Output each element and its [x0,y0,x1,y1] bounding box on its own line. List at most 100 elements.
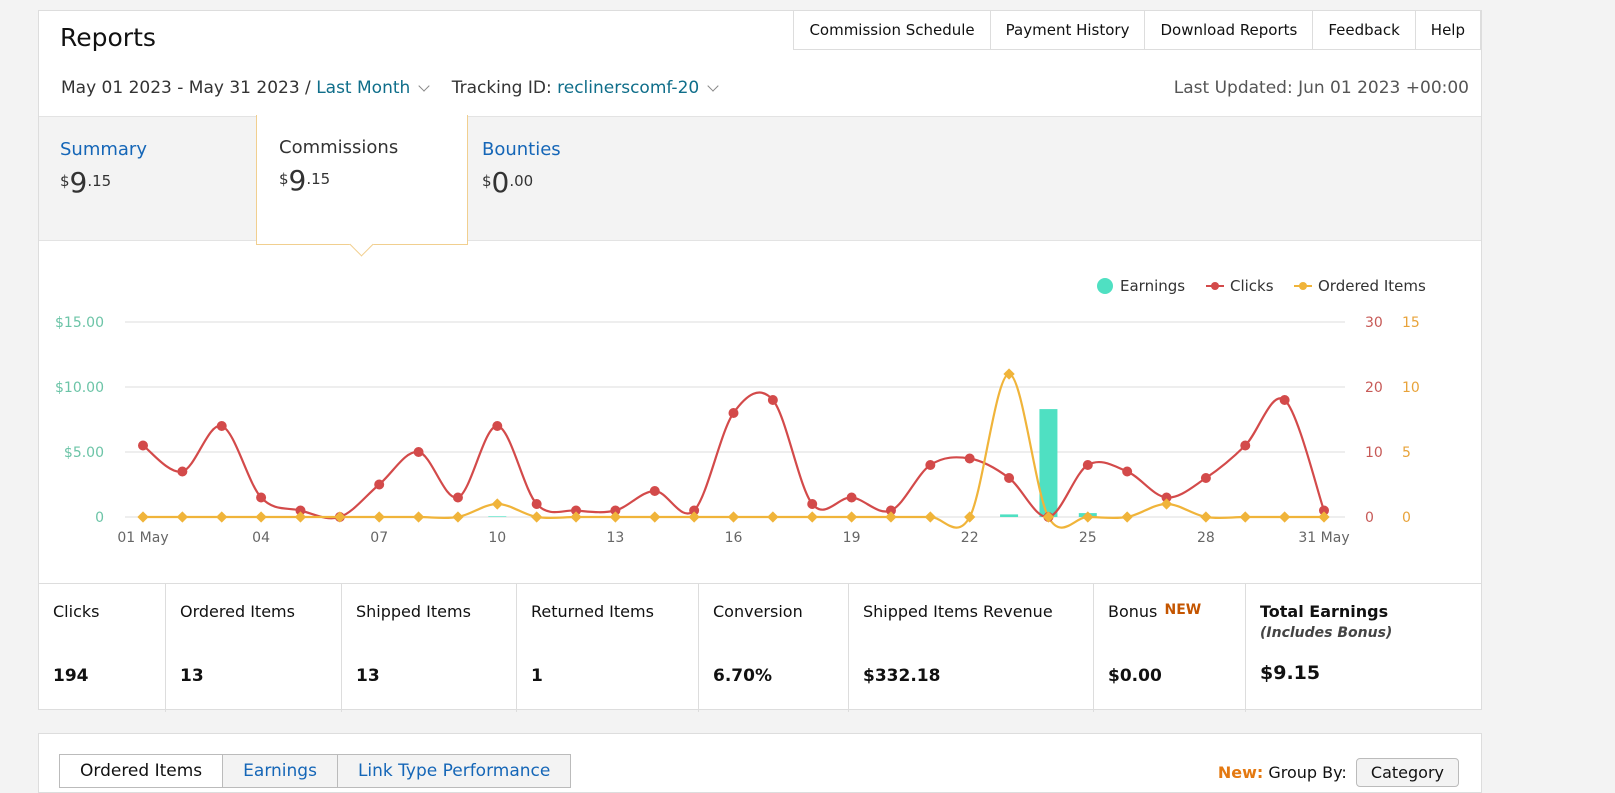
y-left-tick-label: $10.00 [55,380,104,396]
tab-commissions-label: Commissions [279,137,399,158]
tracking-label: Tracking ID: [451,78,552,98]
page-title: Reports [60,23,156,52]
ordered-items-point [255,511,267,523]
ordered-items-point [609,511,622,523]
y-right-items-tick-label: 15 [1402,315,1420,331]
details-tabs: Ordered Items Earnings Link Type Perform… [59,754,572,788]
last-updated: Last Updated: Jun 01 2023 +00:00 [1173,78,1469,98]
ordered-items-point [294,511,307,523]
ordered-items-point [845,511,858,523]
ordered-items-point [137,511,149,523]
x-tick-label: 19 [843,530,861,546]
x-tick-label: 01 May [117,530,168,546]
ordered-items-point [924,511,936,523]
tab-ordered-items[interactable]: Ordered Items [59,754,224,788]
ordered-items-point [649,511,661,523]
y-right-items-tick-label: 0 [1402,510,1411,526]
tab-commissions[interactable]: Commissions $9.15 [256,115,468,245]
ordered-items-point [1160,498,1173,510]
ordered-items-line [143,372,1324,529]
legend-label: Clicks [1230,277,1274,295]
clicks-point [925,460,936,470]
ordered-items-point [1239,511,1251,523]
nav-feedback[interactable]: Feedback [1312,11,1416,50]
y-right-clicks-tick-label: 20 [1365,380,1383,396]
stat-ordered-items: Ordered Items 13 [166,584,342,712]
tab-bounties-label: Bounties [482,139,561,160]
legend-label: Ordered Items [1318,277,1426,295]
stat-returned-items: Returned Items 1 [517,584,699,712]
ordered-items-point [373,511,385,523]
y-left-tick-label: $5.00 [64,445,104,461]
stat-bonus: Bonus NEW $0.00 [1094,584,1246,712]
stat-conversion: Conversion 6.70% [699,584,849,712]
ordered-items-point [334,511,346,523]
y-left-tick-label: 0 [95,510,104,526]
ordered-items-point [1278,511,1291,523]
ordered-items-point [176,511,189,523]
clicks-point [1004,473,1015,483]
stat-shipped-items: Shipped Items 13 [342,584,517,712]
clicks-point [1319,505,1329,516]
stat-total-earnings: Total Earnings (Includes Bonus) $9.15 [1260,602,1393,684]
y-right-clicks-tick-label: 0 [1365,510,1374,526]
bounties-amount: $0.00 [482,166,534,199]
x-tick-label: 22 [961,530,979,546]
nav-download-reports[interactable]: Download Reports [1144,11,1314,50]
y-right-items-tick-label: 10 [1402,380,1420,396]
chevron-down-icon[interactable] [707,80,719,92]
clicks-point [649,486,660,496]
ordered-items-point [1200,511,1212,523]
clicks-point [256,492,267,503]
ordered-items-point [491,498,503,510]
clicks-point [1240,440,1251,451]
ordered-items-point [767,511,779,523]
clicks-point [1200,473,1211,483]
chevron-down-icon[interactable] [418,80,430,92]
date-range: May 01 2023 - May 31 2023 / [61,78,311,98]
tab-bounties[interactable]: Bounties $0.00 [482,139,561,199]
ordered-items-point [964,511,976,523]
earnings-chart: 0 0 0 $5.00 10 5 $10.00 20 10 $15.00 30 15 01 May 04 0… [55,277,1426,546]
x-tick-label: 28 [1197,530,1215,546]
legend-point-marker [1211,282,1219,290]
clicks-point [413,447,424,457]
nav-help[interactable]: Help [1414,11,1481,50]
clicks-point [177,466,188,477]
reports-card: Reports Commission Schedule Payment Hist… [38,10,1482,712]
ordered-items-point [412,511,425,523]
x-tick-label: 04 [252,530,270,546]
clicks-point [767,395,778,405]
stat-clicks: Clicks 194 [39,584,166,712]
ordered-items-point [688,511,700,523]
x-tick-label: 16 [725,530,743,546]
clicks-point [216,421,227,431]
tab-summary[interactable]: Summary $9.15 [60,139,147,199]
summary-amount: $9.15 [60,166,112,199]
earnings-bar [1000,514,1019,517]
clicks-point [807,499,818,509]
tracking-id-dropdown[interactable]: reclinerscomf-20 [557,78,700,98]
period-dropdown[interactable]: Last Month [316,78,411,98]
date-row: May 01 2023 - May 31 2023 / Last Month T… [61,78,727,98]
tab-link-type-performance[interactable]: Link Type Performance [336,754,572,788]
clicks-point [689,505,700,516]
x-tick-label: 07 [370,530,388,546]
clicks-point [571,505,582,516]
legend-point-marker [1299,282,1307,290]
tab-summary-label: Summary [60,139,147,160]
clicks-point [374,479,385,490]
nav-payment-history[interactable]: Payment History [989,11,1146,50]
details-card: Ordered Items Earnings Link Type Perform… [38,733,1482,793]
y-right-items-tick-label: 5 [1402,445,1411,461]
group-by-select[interactable]: Category [1355,758,1459,787]
ordered-items-point [885,511,897,523]
ordered-items-point [806,511,818,523]
tab-earnings[interactable]: Earnings [222,754,338,788]
clicks-point [492,421,503,431]
nav-commission-schedule[interactable]: Commission Schedule [793,11,991,50]
group-by: New: Group By: Category [1218,758,1459,787]
clicks-point [885,505,896,516]
y-right-clicks-tick-label: 10 [1365,445,1383,461]
commissions-amount: $9.15 [279,164,331,197]
